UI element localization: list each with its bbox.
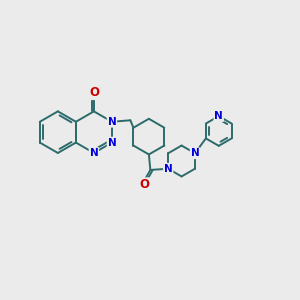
Text: N: N xyxy=(107,117,116,127)
Text: N: N xyxy=(164,164,172,174)
Text: N: N xyxy=(190,148,199,158)
Text: O: O xyxy=(89,86,99,99)
Text: N: N xyxy=(214,111,223,121)
Text: N: N xyxy=(107,138,116,148)
Text: N: N xyxy=(89,148,98,158)
Text: O: O xyxy=(140,178,149,191)
